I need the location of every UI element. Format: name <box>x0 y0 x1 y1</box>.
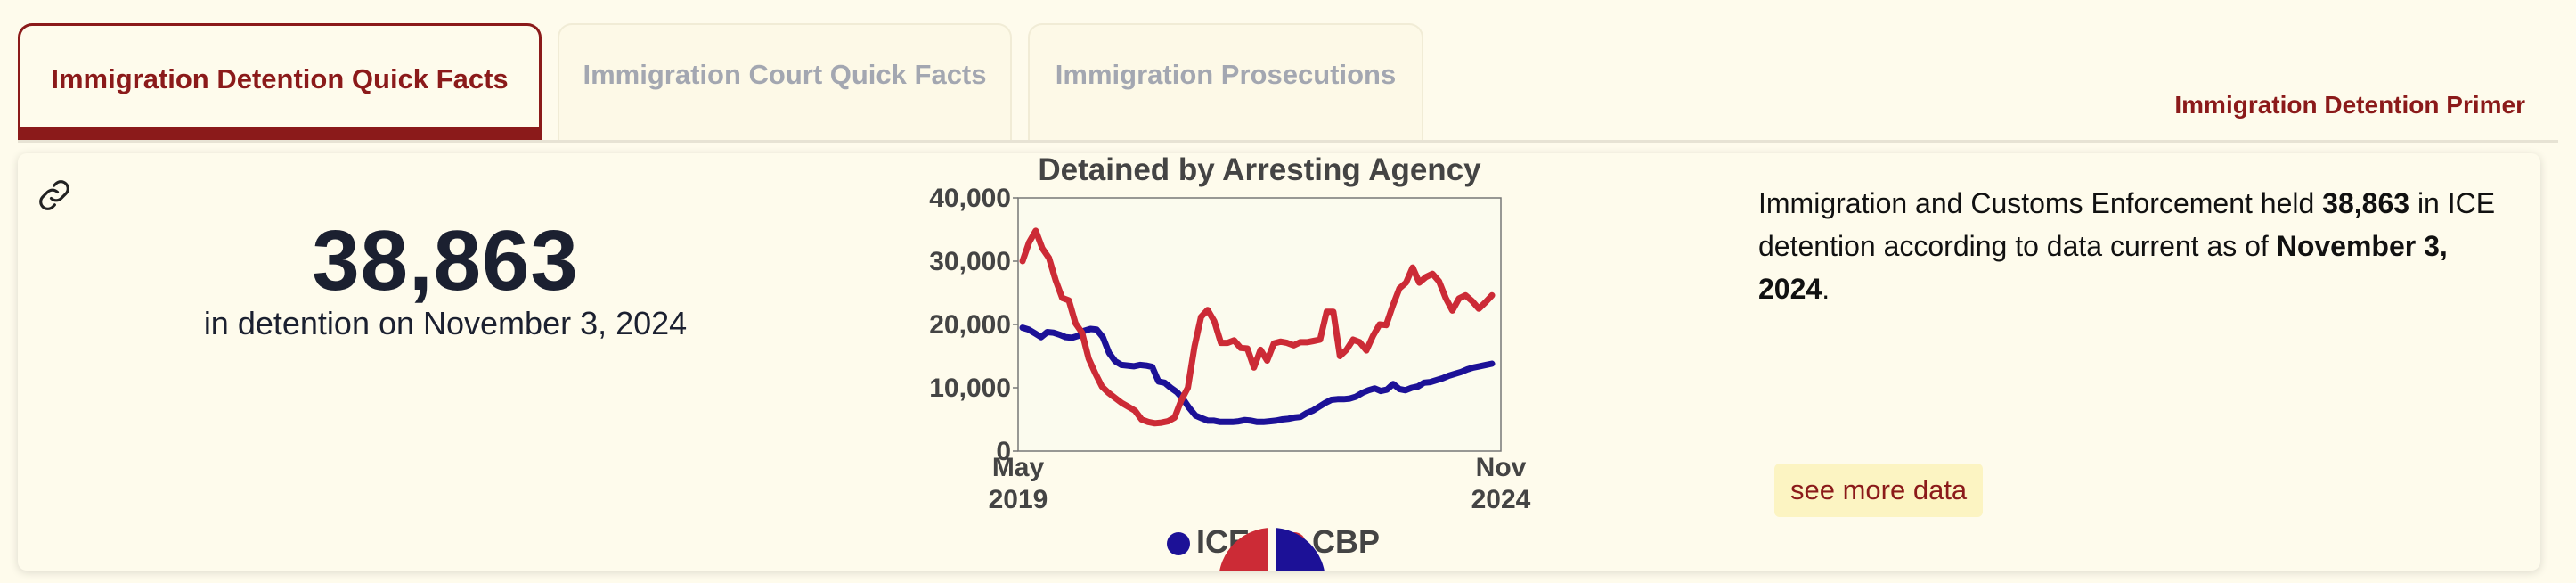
tab-immigration-prosecutions[interactable]: Immigration Prosecutions <box>1028 23 1423 141</box>
detention-count-caption: in detention on November 3, 2024 <box>203 305 688 341</box>
tab-label: Immigration Detention Quick Facts <box>51 63 509 94</box>
legend-marker-ice <box>1167 532 1190 555</box>
desc-prefix: Immigration and Customs Enforcement held <box>1758 187 2323 219</box>
x-tick-label: Nov <box>1476 453 1527 482</box>
desc-suffix: . <box>1822 273 1830 305</box>
series-line-ice <box>1019 324 1496 425</box>
gauge-divider <box>1268 526 1276 571</box>
desc-date: November 3, 2024 <box>1758 230 2448 305</box>
gauge-ice-segment <box>1272 528 1325 571</box>
desc-count: 38,863 <box>2322 187 2410 219</box>
tabs-divider <box>18 140 2558 143</box>
y-tick-label: 0 <box>996 437 1011 466</box>
tab-immigration-court-quick-facts[interactable]: Immigration Court Quick Facts <box>558 23 1012 141</box>
detention-description: Immigration and Customs Enforcement held… <box>1758 182 2524 310</box>
active-tab-indicator <box>18 127 542 140</box>
desc-middle: in ICE detention according to data curre… <box>1758 187 2496 262</box>
legend-label-cbp: CBP <box>1312 523 1380 560</box>
x-tick-label: 2024 <box>1471 485 1531 514</box>
y-tick-label: 40,000 <box>929 184 1011 213</box>
series-line-cbp <box>1019 227 1496 427</box>
tab-label: Immigration Court Quick Facts <box>583 59 987 90</box>
detained-by-agency-chart: Detained by Arresting Agency 40,000 30,000… <box>929 153 1531 571</box>
tab-label: Immigration Prosecutions <box>1055 59 1397 90</box>
see-more-data-button[interactable]: see more data <box>1774 464 1984 517</box>
plot-area <box>1017 197 1502 452</box>
chart-title: Detained by Arresting Agency <box>1038 153 1481 187</box>
x-tick-label: 2019 <box>989 485 1048 514</box>
y-tick-label: 30,000 <box>929 247 1011 276</box>
detention-count: 38,863 <box>312 213 579 308</box>
link-icon[interactable] <box>36 177 73 214</box>
y-tick-label: 10,000 <box>929 374 1011 403</box>
x-tick-label: May <box>992 453 1045 482</box>
tab-immigration-detention-quick-facts[interactable]: Immigration Detention Quick Facts <box>18 23 542 141</box>
gauge-cbp-segment <box>1219 528 1272 571</box>
quick-facts-card: 38,863 in detention on November 3, 2024 … <box>18 153 2540 571</box>
immigration-detention-primer-link[interactable]: Immigration Detention Primer <box>2174 91 2525 119</box>
y-tick-label: 20,000 <box>929 310 1011 340</box>
